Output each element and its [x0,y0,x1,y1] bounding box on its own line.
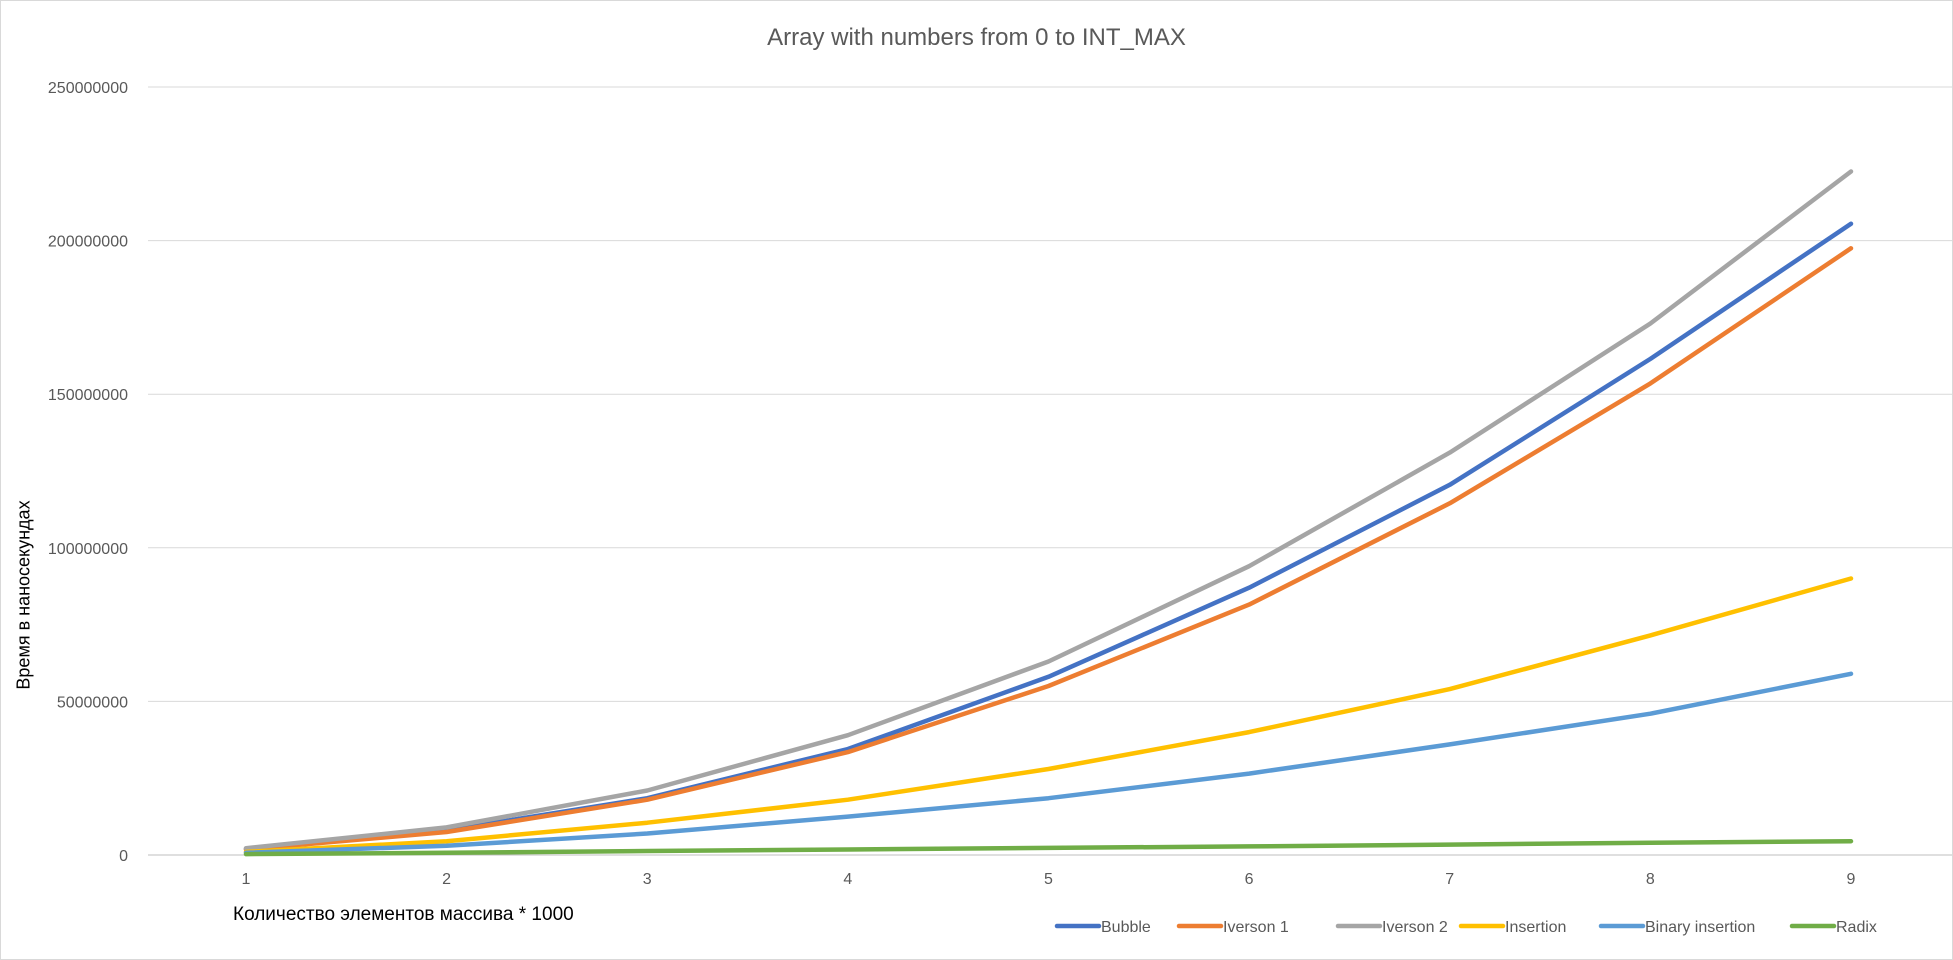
y-tick-label: 50000000 [57,694,128,711]
legend-label-iverson-1: Iverson 1 [1223,919,1289,936]
series-line-bubble [243,221,1854,852]
x-tick-label: 1 [242,871,251,888]
x-tick-label: 7 [1445,871,1454,888]
y-tick-labels: 0 50000000 100000000 150000000 200000000 2500… [48,80,128,865]
chart-title: Array with numbers from 0 to INT_MAX [767,24,1186,51]
legend-label-insertion: Insertion [1505,919,1566,936]
series-lines [243,169,1854,857]
series-line-iverson-1 [243,246,1854,852]
y-tick-label: 0 [119,848,128,865]
series-line-iverson-2 [243,169,1854,851]
x-tick-label: 9 [1847,871,1856,888]
series-line-radix [243,838,1854,857]
x-tick-label: 6 [1245,871,1254,888]
y-tick-label: 200000000 [48,234,128,251]
x-tick-label: 8 [1646,871,1655,888]
x-tick-label: 3 [643,871,652,888]
x-tick-label: 2 [442,871,451,888]
legend-label-bubble: Bubble [1101,919,1151,936]
legend: Bubble Iverson 1 Iverson 2 Insertion Binary … [1054,919,1877,936]
gridlines [148,86,1952,856]
series-line-insertion [243,576,1854,855]
y-tick-label: 100000000 [48,541,128,558]
x-tick-label: 5 [1044,871,1053,888]
x-axis-label: Количество элементов массива * 1000 [233,904,574,925]
legend-label-iverson-2: Iverson 2 [1382,919,1448,936]
legend-label-radix: Radix [1836,919,1877,936]
y-tick-label: 150000000 [48,387,128,404]
series-line-binary-insertion [243,671,1854,856]
x-tick-labels: 1 2 3 4 5 6 7 8 9 [242,871,1856,888]
legend-label-binary-insertion: Binary insertion [1645,919,1755,936]
x-tick-label: 4 [843,871,852,888]
y-tick-label: 250000000 [48,80,128,97]
